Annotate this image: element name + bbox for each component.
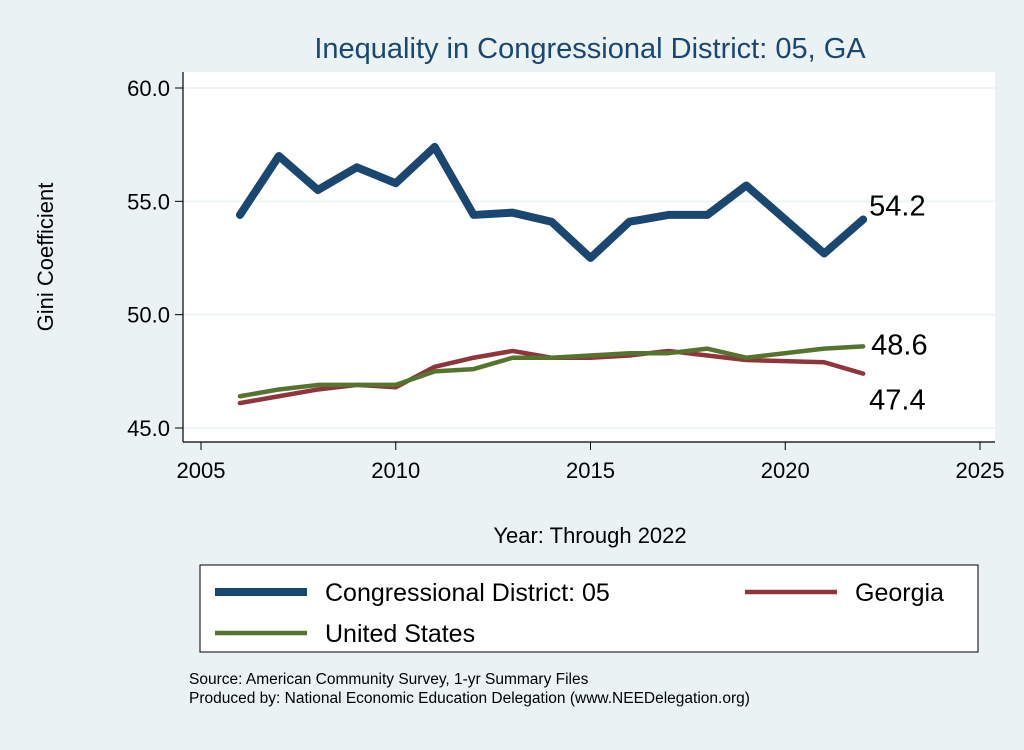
producer-note: Produced by: National Economic Education… (189, 690, 750, 707)
source-note: Source: American Community Survey, 1-yr … (189, 671, 589, 688)
y-tick-label: 60.0 (127, 76, 170, 101)
x-tick-label: 2020 (761, 458, 810, 483)
legend-label: United States (325, 620, 475, 648)
end-value-label: 54.2 (869, 190, 925, 222)
legend (199, 564, 979, 653)
end-value-label: 47.4 (869, 385, 925, 417)
y-tick-label: 50.0 (127, 303, 170, 328)
y-axis-label: Gini Coefficient (33, 183, 58, 332)
x-tick-label: 2015 (566, 458, 615, 483)
series-line-georgia (237, 348, 866, 406)
legend-label: Congressional District: 05 (325, 579, 610, 607)
end-value-label: 48.6 (871, 329, 927, 361)
series-line-united-states (237, 344, 866, 399)
legend-label: Georgia (855, 579, 944, 607)
x-tick-label: 2005 (177, 458, 226, 483)
x-axis-label: Year: Through 2022 (493, 523, 686, 548)
y-tick-label: 45.0 (127, 416, 170, 441)
x-tick-label: 2025 (956, 458, 1005, 483)
chart-title: Inequality in Congressional District: 05… (314, 33, 866, 65)
x-tick-label: 2010 (371, 458, 420, 483)
y-tick-label: 55.0 (127, 189, 170, 214)
series-line-congressional-district- (235, 142, 868, 262)
